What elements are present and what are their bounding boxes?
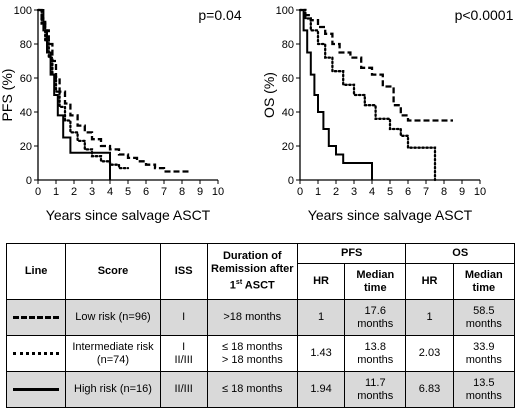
- solid-line-swatch: [13, 388, 60, 392]
- header-iss: ISS: [159, 242, 208, 301]
- duration-cell: ≤ 18 months: [206, 371, 298, 408]
- dashed-line-swatch: [13, 316, 60, 320]
- y-axis-label: OS (%): [262, 72, 277, 118]
- x-tick-label: 0: [35, 186, 41, 198]
- os-hr-cell: 2.03: [405, 335, 454, 373]
- x-tick-label: 4: [369, 186, 375, 198]
- table-row-low-risk: Low risk (n=96) I >18 months 1 17.6 mont…: [5, 299, 516, 337]
- x-tick-label: 3: [89, 186, 95, 198]
- table-header-row: Line Score ISS Duration of Remission aft…: [5, 242, 515, 301]
- header-duration: Duration of Remission after 1st ASCT: [206, 242, 298, 301]
- y-tick-label: 100: [276, 5, 294, 17]
- x-tick-label: 2: [71, 186, 77, 198]
- y-tick-label: 100: [14, 5, 32, 17]
- x-tick-label: 1: [315, 186, 321, 198]
- duration-superscript: st: [235, 279, 243, 287]
- x-tick-label: 8: [441, 186, 447, 198]
- x-tick-label: 6: [405, 186, 411, 198]
- x-tick-label: 1: [53, 186, 59, 198]
- y-tick-label: 40: [282, 107, 294, 119]
- y-tick-label: 80: [20, 39, 32, 51]
- duration-cell: >18 months: [206, 299, 298, 337]
- header-os-hr: HR: [405, 263, 454, 301]
- x-tick-label: 10: [212, 186, 224, 198]
- x-axis-label: Years since salvage ASCT: [308, 207, 473, 223]
- x-tick-label: 9: [459, 186, 465, 198]
- os-median-cell: 33.9 months: [452, 335, 516, 373]
- x-tick-label: 10: [474, 186, 486, 198]
- iss-cell: I II/III: [159, 335, 208, 373]
- pfs-hr-cell: 1: [296, 299, 346, 337]
- line-cell: [5, 371, 67, 408]
- dotted-line-swatch: [13, 352, 60, 356]
- dashed-series-line: [38, 8, 191, 173]
- header-pfs-median: Median time: [344, 263, 407, 301]
- header-pfs-hr: HR: [296, 263, 346, 301]
- legend-table: Line Score ISS Duration of Remission aft…: [5, 242, 516, 408]
- dotted-series-line: [298, 8, 437, 182]
- y-tick-label: 40: [20, 107, 32, 119]
- p-value-annotation: p=0.04: [198, 7, 241, 23]
- table-row-high-risk: High risk (n=16) II/III ≤ 18 months 1.94…: [5, 371, 516, 408]
- os-hr-cell: 1: [405, 299, 454, 337]
- x-tick-label: 3: [351, 186, 357, 198]
- x-tick-label: 8: [179, 186, 185, 198]
- header-line: Line: [5, 242, 67, 301]
- x-tick-label: 0: [297, 186, 303, 198]
- iss-cell: I: [159, 299, 208, 337]
- x-tick-label: 7: [161, 186, 167, 198]
- os-median-cell: 13.5 months: [452, 371, 516, 408]
- x-tick-label: 4: [107, 186, 113, 198]
- y-tick-label: 60: [282, 73, 294, 85]
- line-cell: [5, 335, 67, 373]
- y-tick-label: 80: [282, 39, 294, 51]
- y-axis-label: PFS (%): [0, 69, 15, 122]
- x-tick-label: 2: [333, 186, 339, 198]
- y-tick-label: 20: [282, 141, 294, 153]
- iss-cell: II/III: [159, 371, 208, 408]
- header-score: Score: [65, 242, 161, 301]
- y-tick-label: 60: [20, 73, 32, 85]
- x-tick-label: 5: [387, 186, 393, 198]
- p-value-annotation: p<0.0001: [455, 7, 514, 23]
- dashed-series-line: [300, 8, 453, 122]
- header-pfs: PFS: [296, 242, 407, 265]
- pfs-median-cell: 13.8 months: [344, 335, 407, 373]
- score-cell: Low risk (n=96): [65, 299, 161, 337]
- x-tick-label: 5: [125, 186, 131, 198]
- x-tick-label: 7: [423, 186, 429, 198]
- x-axis-label: Years since salvage ASCT: [46, 207, 211, 223]
- os-hr-cell: 6.83: [405, 371, 454, 408]
- duration-cell: ≤ 18 months > 18 months: [206, 335, 298, 373]
- header-os: OS: [405, 242, 515, 265]
- pfs-hr-cell: 1.43: [296, 335, 346, 373]
- table-subheader-row: HR Median time HR Median time: [7, 263, 516, 301]
- pfs-median-cell: 11.7 months: [344, 371, 407, 408]
- header-os-median: Median time: [452, 263, 516, 301]
- line-cell: [5, 299, 67, 337]
- table-row-intermediate-risk: Intermediate risk (n=74) I II/III ≤ 18 mo…: [5, 335, 516, 373]
- os-median-cell: 58.5 months: [452, 299, 516, 337]
- solid-series-line: [38, 9, 111, 180]
- score-cell: High risk (n=16): [65, 371, 161, 408]
- score-cell: Intermediate risk (n=74): [65, 335, 161, 373]
- x-tick-label: 6: [143, 186, 149, 198]
- y-tick-label: 0: [26, 175, 32, 187]
- pfs-hr-cell: 1.94: [296, 371, 346, 408]
- y-tick-label: 0: [288, 175, 294, 187]
- solid-series-line: [300, 9, 373, 180]
- x-tick-label: 9: [197, 186, 203, 198]
- y-tick-label: 20: [20, 141, 32, 153]
- dotted-series-line: [36, 8, 130, 170]
- pfs-median-cell: 17.6 months: [344, 299, 407, 337]
